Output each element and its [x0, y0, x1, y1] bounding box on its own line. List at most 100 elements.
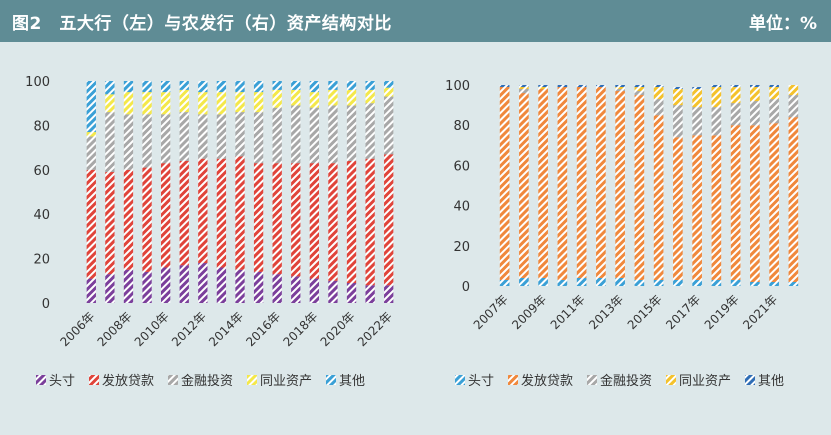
figure-header: 图2 五大行（左）与农发行（右）资产结构对比 单位：%: [0, 0, 831, 42]
y-tick-label: 0: [42, 297, 50, 312]
legend-label: 金融投资: [181, 373, 233, 389]
bar-segment-loans: [142, 167, 152, 272]
bar-segment-investments: [328, 105, 338, 164]
legend-swatch: [745, 375, 755, 385]
y-tick-label: 60: [33, 164, 50, 179]
unit-label: 单位：%: [748, 14, 817, 34]
bar-segment-interbank: [653, 87, 664, 100]
bar-segment-cash: [557, 279, 568, 286]
x-tick-label: 2020年: [318, 309, 358, 349]
bar-segment-interbank: [769, 87, 779, 100]
bar-segment-other: [519, 85, 529, 88]
bar-segment-other: [198, 81, 208, 93]
legend-label: 其他: [758, 374, 784, 389]
bar-segment-other: [365, 81, 375, 90]
bar-segment-other: [692, 87, 702, 90]
bar-segment-loans: [179, 160, 189, 266]
bar-segment-cash: [123, 269, 134, 303]
bar-segment-interbank: [86, 132, 96, 137]
bar-segment-loans: [123, 169, 134, 270]
bar-segment-investments: [272, 107, 282, 164]
bar-segment-interbank: [365, 89, 375, 104]
bar-segment-loans: [750, 125, 760, 282]
bar-segment-cash: [538, 277, 548, 286]
bar-segment-cash: [692, 279, 702, 286]
bar-segment-cash: [309, 278, 319, 303]
bar-segment-investments: [634, 91, 645, 96]
bar-segment-investments: [711, 107, 722, 136]
bar-segment-cash: [750, 281, 760, 286]
x-tick-label: 2009年: [509, 292, 549, 332]
bar-segment-cash: [142, 271, 152, 303]
bar-segment-loans: [346, 160, 357, 284]
bar-segment-interbank: [179, 89, 189, 113]
legend-item-loans: 发放贷款: [89, 373, 154, 389]
x-tick-label: 2018年: [280, 309, 320, 349]
bar-segment-other: [142, 81, 152, 93]
bar-segment-other: [769, 85, 779, 88]
legend-item-cash: 头寸: [36, 374, 75, 389]
bar-segment-investments: [105, 112, 115, 173]
x-tick-label: 2013年: [586, 292, 626, 332]
bar-segment-interbank: [634, 87, 645, 92]
legend-item-investments: 金融投资: [168, 373, 233, 389]
y-tick-label: 100: [445, 79, 470, 94]
x-tick-label: 2012年: [169, 309, 209, 349]
legend-label: 同业资产: [260, 374, 312, 389]
bar-segment-investments: [179, 112, 189, 161]
bar-segment-other: [291, 81, 301, 90]
x-tick-label: 2022年: [355, 309, 395, 349]
x-tick-label: 2011年: [548, 292, 588, 332]
bar-segment-cash: [105, 274, 115, 303]
bar-segment-cash: [179, 265, 189, 303]
bar-segment-cash: [365, 285, 375, 303]
legend-label: 头寸: [49, 374, 75, 389]
bar-segment-interbank: [750, 87, 760, 102]
bar-segment-loans: [653, 115, 664, 280]
bar-segment-other: [105, 81, 115, 95]
y-tick-label: 40: [33, 208, 50, 223]
bar-segment-cash: [198, 263, 208, 303]
bar-segment-cash: [253, 271, 264, 303]
legend-item-interbank: 同业资产: [247, 374, 312, 389]
y-tick-label: 60: [453, 159, 470, 174]
bar-segment-loans: [384, 154, 394, 286]
bar-segment-investments: [730, 103, 741, 126]
legend-swatch: [666, 375, 676, 385]
bar-segment-loans: [634, 95, 645, 280]
x-tick-label: 2008年: [95, 309, 135, 349]
bar-segment-other: [86, 81, 96, 133]
bar-segment-interbank: [216, 92, 227, 115]
bar-segment-loans: [309, 163, 319, 279]
bar-segment-interbank: [309, 92, 319, 108]
bar-segment-loans: [365, 158, 375, 286]
bar-segment-loans: [105, 172, 115, 275]
bar-segment-investments: [384, 96, 394, 155]
legend-item-interbank: 同业资产: [666, 374, 731, 389]
legend-swatch: [326, 375, 336, 385]
bar-segment-investments: [673, 105, 683, 138]
bar-segment-other: [538, 85, 548, 88]
bar-segment-loans: [499, 87, 510, 280]
bar-segment-loans: [692, 135, 702, 280]
bar-segment-interbank: [328, 89, 338, 106]
right-chart: 0204060801002007年2009年2011年2013年2015年201…: [445, 79, 799, 389]
x-tick-label: 2014年: [206, 309, 246, 349]
bar-segment-other: [750, 85, 760, 88]
y-tick-label: 40: [453, 200, 470, 215]
legend-swatch: [455, 375, 465, 385]
bar-segment-cash: [730, 279, 741, 286]
bar-segment-investments: [692, 107, 702, 136]
legend-label: 头寸: [468, 374, 494, 389]
bar-segment-investments: [309, 107, 319, 164]
x-tick-label: 2019年: [702, 292, 742, 332]
bar-segment-loans: [161, 163, 171, 268]
bar-segment-loans: [557, 87, 568, 280]
bar-segment-investments: [161, 114, 171, 164]
bar-segment-interbank: [142, 92, 152, 115]
figure-title: 图2 五大行（左）与农发行（右）资产结构对比: [12, 14, 392, 34]
bar-segment-interbank: [692, 89, 702, 108]
bar-segment-loans: [86, 169, 96, 279]
bar-segment-loans: [198, 158, 208, 264]
bar-segment-other: [557, 85, 568, 88]
